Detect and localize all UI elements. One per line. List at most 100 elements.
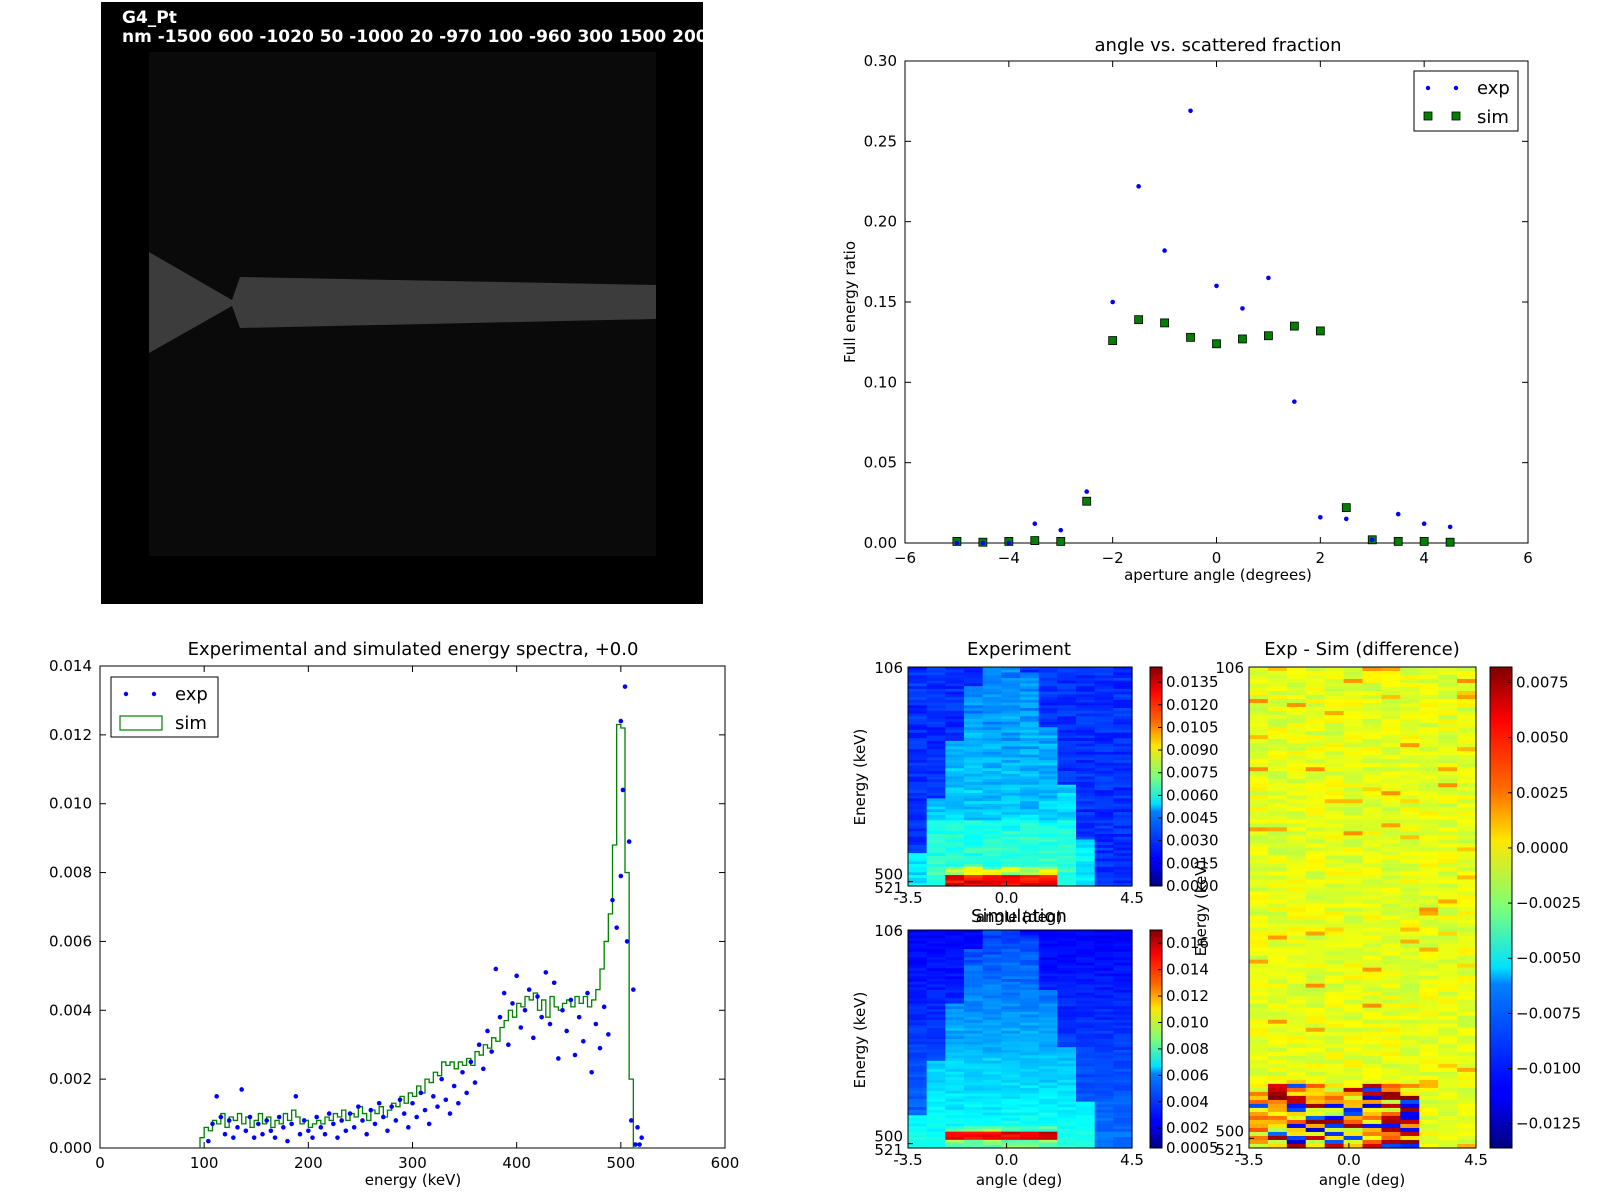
experiment-heatmap-cell	[945, 779, 965, 783]
difference-heatmap-cell	[1343, 707, 1364, 712]
simulation-heatmap-cell	[1113, 1137, 1133, 1141]
simulation-heatmap-cell	[1094, 946, 1114, 950]
difference-colorbar-tick-label: −0.0050	[1516, 949, 1581, 967]
difference-heatmap-cell	[1286, 1047, 1307, 1053]
experiment-heatmap-cell	[1094, 691, 1114, 695]
experiment-heatmap-cell	[908, 740, 928, 745]
difference-heatmap-cell	[1267, 835, 1288, 840]
simulation-heatmap-cell	[964, 1063, 984, 1067]
spectra-x-tick-label: 500	[607, 1154, 636, 1172]
experiment-heatmap-cell	[964, 760, 984, 764]
simulation-heatmap-cell	[1001, 1011, 1021, 1016]
difference-heatmap-cell	[1381, 795, 1401, 800]
experiment-heatmap-cell	[1094, 713, 1114, 717]
difference-heatmap-cell	[1362, 695, 1383, 700]
experiment-heatmap-cell	[982, 831, 1002, 835]
difference-heatmap-cell	[1305, 719, 1326, 724]
spectra-exp-point	[260, 1131, 265, 1137]
difference-heatmap-cell	[1267, 1135, 1288, 1141]
difference-heatmap-cell	[1305, 971, 1326, 977]
difference-heatmap-cell	[1438, 675, 1458, 680]
spectra-exp-point	[243, 1128, 249, 1134]
difference-heatmap-cell	[1362, 739, 1383, 744]
experiment-heatmap-cell	[926, 869, 946, 873]
experiment-heatmap-cell	[1057, 831, 1077, 835]
simulation-heatmap-cell	[1113, 959, 1133, 964]
difference-heatmap-cell	[1249, 1011, 1269, 1017]
difference-heatmap-cell	[1286, 951, 1307, 957]
difference-heatmap-cell	[1438, 1139, 1458, 1145]
difference-heatmap-cell	[1457, 1007, 1477, 1013]
simulation-heatmap-cell	[1076, 1145, 1096, 1149]
experiment-heatmap-cell	[945, 853, 965, 857]
experiment-heatmap-cell	[1020, 855, 1040, 860]
difference-heatmap-cell	[1267, 779, 1288, 784]
difference-heatmap-cell	[1400, 851, 1420, 856]
difference-heatmap-cell	[1267, 783, 1288, 788]
experiment-colorbar-tick-label: 0.0060	[1166, 786, 1219, 804]
difference-heatmap-cell	[1362, 1143, 1383, 1149]
difference-y-tick-label: 521	[1215, 1141, 1244, 1159]
simulation-heatmap-cell	[1094, 962, 1114, 967]
simulation-heatmap-cell	[1001, 1074, 1021, 1078]
difference-heatmap-cell	[1267, 951, 1288, 957]
simulation-heatmap-cell	[908, 1066, 928, 1070]
experiment-heatmap-cell	[1094, 738, 1114, 742]
experiment-heatmap-cell	[1020, 735, 1040, 739]
difference-heatmap-cell	[1286, 763, 1307, 768]
simulation-heatmap-cell	[1076, 1063, 1096, 1067]
difference-heatmap-cell	[1324, 1115, 1345, 1121]
simulation-heatmap-cell	[1038, 1044, 1058, 1048]
difference-heatmap-cell	[1362, 991, 1383, 997]
difference-heatmap-cell	[1249, 1067, 1269, 1073]
simulation-heatmap-cell	[982, 1052, 1002, 1056]
difference-heatmap-cell	[1400, 727, 1420, 732]
difference-heatmap-cell	[1343, 987, 1364, 993]
experiment-heatmap-cell	[926, 675, 946, 679]
difference-heatmap-cell	[1400, 947, 1420, 953]
difference-heatmap-cell	[1400, 695, 1420, 700]
difference-heatmap-cell	[1286, 883, 1307, 889]
experiment-heatmap-cell	[1038, 784, 1058, 789]
difference-heatmap-cell	[1343, 827, 1364, 832]
experiment-heatmap-cell	[908, 784, 928, 789]
difference-heatmap-cell	[1400, 1123, 1420, 1129]
simulation-heatmap-cell	[945, 1088, 965, 1092]
difference-heatmap-cell	[1381, 723, 1401, 728]
spectra-exp-point	[531, 1035, 536, 1041]
experiment-heatmap-cell	[945, 828, 965, 832]
difference-heatmap-cell	[1324, 839, 1345, 844]
experiment-heatmap-cell	[1076, 836, 1096, 841]
experiment-heatmap-cell	[1001, 864, 1021, 868]
experiment-heatmap-cell	[964, 688, 984, 693]
simulation-heatmap-cell	[964, 1022, 984, 1026]
simulation-heatmap-cell	[964, 957, 984, 961]
experiment-heatmap-cell	[1038, 787, 1058, 791]
simulation-heatmap-cell	[945, 1033, 965, 1037]
spectra-legend-exp-marker	[151, 691, 157, 697]
scatter-legend-exp-label: exp	[1477, 78, 1510, 99]
experiment-heatmap-cell	[1094, 844, 1114, 849]
simulation-heatmap-cell	[964, 1017, 984, 1021]
difference-heatmap-cell	[1457, 895, 1477, 901]
experiment-heatmap-cell	[1038, 754, 1058, 758]
spectra-exp-point	[489, 1049, 494, 1054]
difference-heatmap-cell	[1457, 1015, 1477, 1021]
simulation-heatmap-cell	[1057, 976, 1077, 980]
scatter-y-tick-label: 0.15	[864, 293, 897, 311]
spectra-x-tick-label: 600	[711, 1154, 740, 1172]
experiment-heatmap-cell	[1094, 781, 1114, 786]
difference-heatmap-cell	[1381, 1107, 1401, 1113]
difference-heatmap-cell	[1438, 735, 1458, 740]
difference-heatmap-cell	[1286, 735, 1307, 740]
simulation-heatmap-cell	[926, 1017, 946, 1021]
difference-colorbar-tick-label: 0.0075	[1516, 673, 1569, 691]
experiment-heatmap-cell	[926, 820, 946, 824]
simulation-heatmap-cell	[982, 992, 1002, 996]
experiment-heatmap-cell	[1076, 847, 1096, 852]
experiment-heatmap-cell	[1038, 735, 1058, 739]
spectra-exp-point	[631, 987, 636, 992]
simulation-heatmap-cell	[1038, 1096, 1058, 1100]
experiment-heatmap-cell	[1076, 842, 1096, 846]
simulation-heatmap-cell	[1038, 949, 1058, 953]
